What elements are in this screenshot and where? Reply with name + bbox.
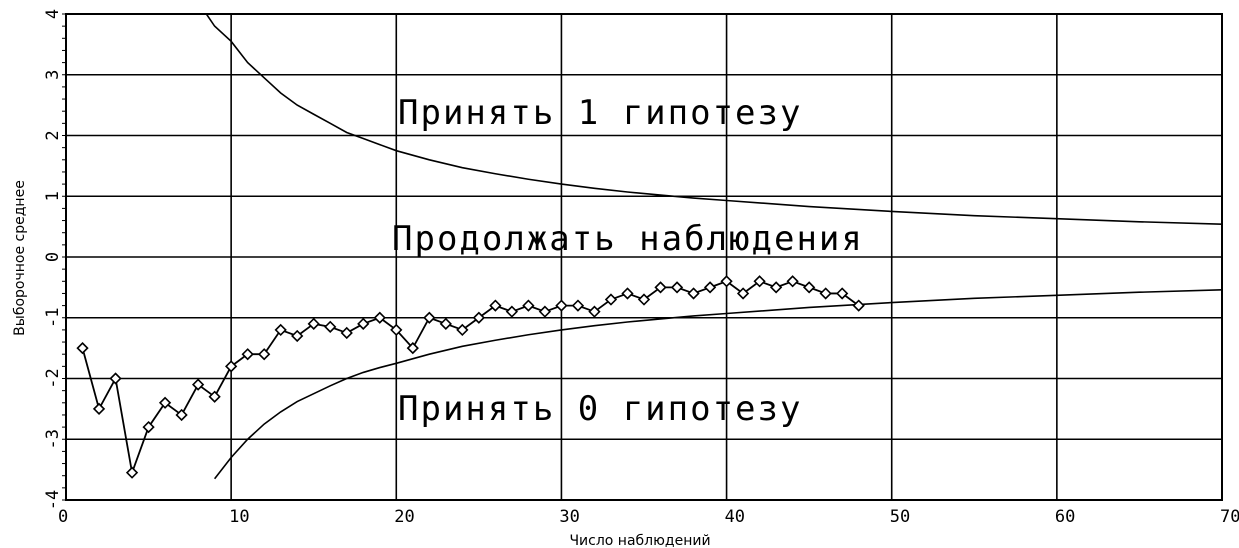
data-point <box>456 323 469 337</box>
y-tick-label: 3 <box>43 70 63 80</box>
data-point <box>307 317 320 330</box>
data-point <box>340 326 353 340</box>
data-point <box>819 287 832 300</box>
data-point <box>472 311 485 324</box>
label-accept-h1: Принять 1 гипотезу <box>398 93 802 133</box>
tick-labels: 0 10 20 30 40 50 60 70 -4 -3 -2 -1 0 1 2 3 4 <box>43 9 1239 527</box>
data-point <box>390 323 403 337</box>
series-line <box>81 280 860 477</box>
grid <box>62 13 1223 501</box>
data-point <box>538 305 552 318</box>
data-point <box>703 281 717 294</box>
data-point <box>505 305 519 318</box>
data-point <box>803 281 816 294</box>
data-point <box>753 275 766 288</box>
data-point <box>76 341 89 355</box>
data-point <box>769 281 783 294</box>
x-tick-label: 20 <box>394 507 414 527</box>
data-point <box>786 275 799 288</box>
y-tick-label: -3 <box>43 429 63 449</box>
data-point <box>736 287 750 300</box>
data-point <box>241 348 254 361</box>
data-point <box>92 402 106 416</box>
data-point <box>720 275 733 288</box>
data-point <box>158 396 172 409</box>
data-point <box>324 320 337 333</box>
data-point <box>291 329 304 343</box>
data-point <box>621 287 634 300</box>
data-point <box>274 323 287 337</box>
data-point <box>258 348 271 361</box>
data-point <box>125 466 139 479</box>
label-accept-h0: Принять 0 гипотезу <box>398 389 802 429</box>
data-point <box>406 341 419 355</box>
data-point <box>109 372 122 385</box>
x-tick-label: 10 <box>229 507 249 527</box>
data-point <box>588 305 601 318</box>
x-axis-title: Число наблюдений <box>569 533 710 548</box>
lower-boundary-line <box>213 289 1222 480</box>
data-point <box>489 299 502 312</box>
data-point <box>670 281 684 294</box>
data-point <box>687 287 700 300</box>
data-point <box>522 299 535 312</box>
y-axis-title: Выборочное среднее <box>12 180 28 336</box>
data-point <box>142 420 155 434</box>
data-point <box>208 390 221 403</box>
data-point <box>654 281 667 294</box>
x-tick-label: 50 <box>890 507 910 527</box>
y-tick-label: 0 <box>43 252 63 262</box>
data-point <box>357 317 370 330</box>
y-tick-label: 2 <box>43 130 63 140</box>
data-point <box>225 360 238 373</box>
observation-series <box>76 275 865 479</box>
y-tick-label: -1 <box>43 308 63 328</box>
data-point <box>555 299 568 312</box>
data-point <box>373 311 386 324</box>
data-point <box>852 299 865 312</box>
label-continue: Продолжать наблюдения <box>392 219 864 259</box>
data-point <box>836 287 849 300</box>
y-tick-label: 1 <box>43 191 63 201</box>
y-tick-label: -2 <box>43 368 63 388</box>
data-point <box>439 317 452 330</box>
x-tick-label: 40 <box>725 507 745 527</box>
data-point <box>175 408 188 422</box>
x-tick-label: 30 <box>559 507 579 527</box>
upper-boundary-line <box>205 14 1222 225</box>
data-point <box>191 378 205 391</box>
data-point <box>604 293 618 306</box>
y-tick-label: 4 <box>43 9 63 19</box>
data-point <box>423 311 436 324</box>
x-tick-label: 0 <box>58 507 68 527</box>
data-point <box>637 293 651 306</box>
data-point <box>571 299 585 312</box>
y-tick-label: -4 <box>43 490 63 510</box>
x-tick-label: 70 <box>1220 507 1239 527</box>
x-tick-label: 60 <box>1055 507 1075 527</box>
boundary-curves <box>205 14 1222 480</box>
